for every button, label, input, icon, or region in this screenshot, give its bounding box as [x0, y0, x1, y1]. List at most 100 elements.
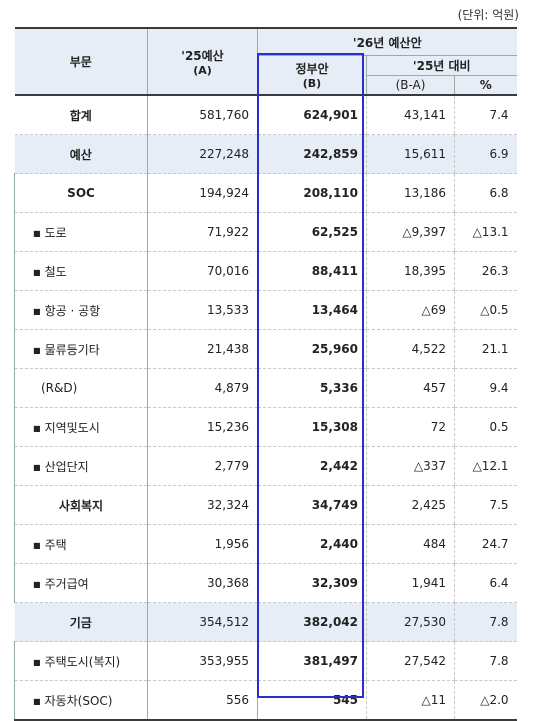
- value-pct: △2.0: [453, 680, 517, 721]
- unit-note: (단위: 억원): [457, 8, 519, 22]
- bullet-icon: ■: [33, 228, 41, 238]
- table-row: 기금 354,512 382,042 27,530 7.8: [14, 602, 517, 642]
- row-label: 합계: [14, 95, 148, 135]
- value-gov: 381,497: [257, 641, 367, 681]
- value-pct: △13.1: [453, 212, 517, 252]
- value-diff: 43,141: [366, 95, 455, 135]
- value-gov: 25,960: [257, 329, 367, 369]
- value-pct: 26.3: [453, 251, 517, 291]
- value-pct: 6.9: [453, 134, 517, 174]
- value-gov: 624,901: [257, 95, 367, 135]
- table-row: ■ 항공 · 공항 13,533 13,464 △69 △0.5: [14, 290, 517, 330]
- header-category: 부문: [14, 28, 148, 96]
- value-diff: △9,397: [366, 212, 455, 252]
- row-label-text: 예산: [69, 147, 92, 162]
- row-label-text: (R&D): [41, 381, 78, 395]
- value-2025: 227,248: [147, 134, 258, 174]
- value-gov: 545: [257, 680, 367, 721]
- value-2025: 13,533: [147, 290, 258, 330]
- value-diff: △337: [366, 446, 455, 486]
- table-row: 사회복지 32,324 34,749 2,425 7.5: [14, 485, 517, 525]
- header-2025: '25예산 (A): [147, 28, 258, 96]
- row-label: 기금: [14, 602, 148, 642]
- value-2025: 556: [147, 680, 258, 721]
- table-row: 예산 227,248 242,859 15,611 6.9: [14, 134, 517, 174]
- bullet-icon: ■: [33, 462, 41, 472]
- value-pct: 6.8: [453, 173, 517, 213]
- value-diff: 18,395: [366, 251, 455, 291]
- value-gov: 15,308: [257, 407, 367, 447]
- table-row: ■ 주거급여 30,368 32,309 1,941 6.4: [14, 563, 517, 603]
- row-label: ■ 도로: [14, 212, 148, 252]
- value-diff: 484: [366, 524, 455, 564]
- row-label-text: 자동차(SOC): [44, 693, 113, 708]
- value-pct: 0.5: [453, 407, 517, 447]
- value-diff: 4,522: [366, 329, 455, 369]
- header-diff: (B-A): [366, 75, 455, 96]
- value-diff: 27,530: [366, 602, 455, 642]
- value-gov: 34,749: [257, 485, 367, 525]
- value-gov: 242,859: [257, 134, 367, 174]
- table-row: ■ 주택도시(복지) 353,955 381,497 27,542 7.8: [14, 641, 517, 681]
- row-label: ■ 지역및도시: [14, 407, 148, 447]
- row-label: ■ 물류등기타: [14, 329, 148, 369]
- value-2025: 4,879: [147, 368, 258, 408]
- value-pct: △12.1: [453, 446, 517, 486]
- bullet-icon: ■: [33, 540, 41, 550]
- value-diff: 1,941: [366, 563, 455, 603]
- header-pct: %: [453, 75, 517, 96]
- budget-table: 부문 '25예산 (A) '26년 예산안 정부안 (B) '25년 대비 (B…: [14, 27, 517, 721]
- table-row: SOC 194,924 208,110 13,186 6.8: [14, 173, 517, 213]
- value-pct: 24.7: [453, 524, 517, 564]
- value-gov: 62,525: [257, 212, 367, 252]
- row-label-text: 주택: [44, 537, 67, 552]
- value-gov: 382,042: [257, 602, 367, 642]
- value-gov: 5,336: [257, 368, 367, 408]
- value-diff: 13,186: [366, 173, 455, 213]
- value-pct: 7.4: [453, 95, 517, 135]
- value-gov: 2,442: [257, 446, 367, 486]
- value-pct: 6.4: [453, 563, 517, 603]
- value-gov: 88,411: [257, 251, 367, 291]
- value-2025: 70,016: [147, 251, 258, 291]
- header-gov: 정부안 (B): [257, 55, 367, 96]
- header-vs-group: '25년 대비: [365, 55, 517, 76]
- value-2025: 194,924: [147, 173, 258, 213]
- bullet-icon: ■: [33, 696, 41, 706]
- row-label-text: 주택도시(복지): [44, 654, 121, 669]
- row-label-text: 주거급여: [44, 576, 89, 591]
- value-pct: 21.1: [453, 329, 517, 369]
- value-diff: △11: [366, 680, 455, 721]
- row-label: ■ 주택도시(복지): [14, 641, 148, 681]
- row-label-text: 지역및도시: [44, 420, 100, 435]
- row-label: ■ 산업단지: [14, 446, 148, 486]
- table-row: ■ 자동차(SOC) 556 545 △11 △2.0: [14, 680, 517, 721]
- table-row: ■ 물류등기타 21,438 25,960 4,522 21.1: [14, 329, 517, 369]
- value-gov: 208,110: [257, 173, 367, 213]
- value-2025: 2,779: [147, 446, 258, 486]
- row-label: (R&D): [14, 368, 148, 408]
- value-diff: 27,542: [366, 641, 455, 681]
- row-label-text: 합계: [69, 108, 92, 123]
- value-diff: △69: [366, 290, 455, 330]
- table-row: ■ 철도 70,016 88,411 18,395 26.3: [14, 251, 517, 291]
- table-row: ■ 주택 1,956 2,440 484 24.7: [14, 524, 517, 564]
- value-pct: △0.5: [453, 290, 517, 330]
- table-row: ■ 산업단지 2,779 2,442 △337 △12.1: [14, 446, 517, 486]
- row-label-text: 사회복지: [58, 498, 104, 513]
- bullet-icon: ■: [33, 579, 41, 589]
- value-2025: 1,956: [147, 524, 258, 564]
- value-diff: 457: [366, 368, 455, 408]
- row-label-text: 기금: [69, 615, 92, 630]
- value-2025: 581,760: [147, 95, 258, 135]
- value-pct: 9.4: [453, 368, 517, 408]
- value-pct: 7.8: [453, 641, 517, 681]
- value-diff: 2,425: [366, 485, 455, 525]
- value-gov: 32,309: [257, 563, 367, 603]
- row-label-text: 산업단지: [44, 459, 89, 474]
- value-diff: 15,611: [366, 134, 455, 174]
- value-2025: 71,922: [147, 212, 258, 252]
- row-label-text: 도로: [44, 225, 67, 240]
- row-label: SOC: [14, 173, 148, 213]
- row-label: ■ 자동차(SOC): [14, 680, 148, 721]
